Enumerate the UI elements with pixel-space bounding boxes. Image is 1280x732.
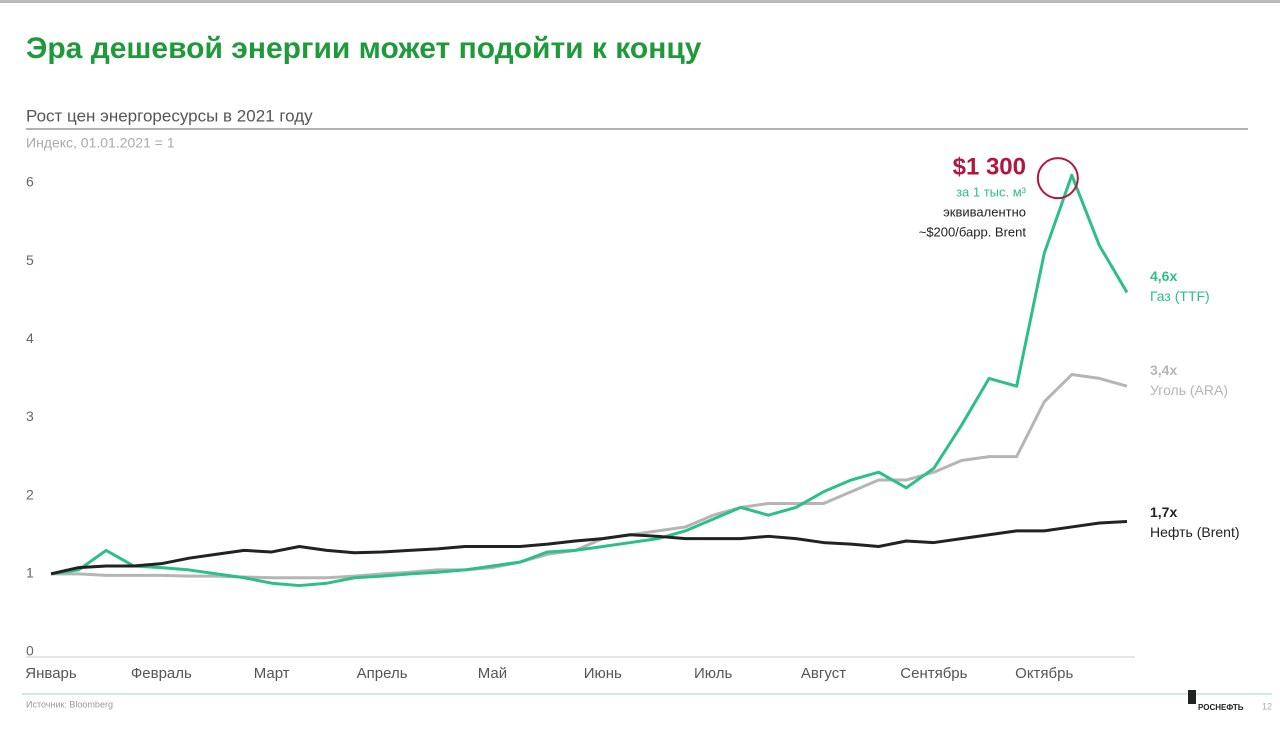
page-number: 12: [1262, 701, 1272, 711]
peak-circle: [1036, 157, 1079, 200]
source: Источник: Bloomberg: [26, 699, 113, 709]
title: Эра дешевой энергии может подойти к конц…: [26, 32, 702, 65]
legend-entry: Уголь (ARA): [1150, 382, 1228, 398]
x-tick-label: Апрель: [357, 665, 408, 682]
x-tick-label: Июль: [694, 665, 732, 682]
annotation-value: $1 300: [953, 153, 1026, 180]
series-line: [50, 173, 1129, 588]
y-tick-label: 0: [26, 643, 34, 659]
x-tick-label: Август: [801, 665, 846, 682]
x-tick-label: Июнь: [584, 665, 622, 682]
y-label: Индекс, 01.01.2021 = 1: [26, 135, 175, 151]
legend-entry: Газ (TTF): [1150, 288, 1210, 304]
y-tick-label: 5: [26, 252, 34, 268]
x-tick-label: Май: [478, 665, 507, 682]
x-tick-label: Январь: [25, 665, 77, 682]
y-tick-label: 3: [26, 408, 34, 424]
y-tick-label: 4: [26, 330, 34, 346]
annotation-text: эквивалентно: [943, 204, 1026, 219]
x-tick-label: Февраль: [131, 665, 192, 682]
y-tick-label: 1: [26, 565, 34, 581]
top-border: [0, 0, 1280, 3]
logo: РОСНЕФТЬ: [1198, 703, 1244, 712]
end-label: 4,6x: [1150, 268, 1177, 284]
annotation-unit: за 1 тыс. м³: [956, 184, 1027, 199]
x-tick-label: Март: [254, 665, 290, 682]
y-tick-label: 2: [26, 486, 34, 502]
end-label: 3,4x: [1150, 362, 1177, 378]
annotation-text: ~$200/барр. Brent: [919, 224, 1027, 239]
legend-entry: Нефть (Brent): [1150, 524, 1240, 540]
x-tick-label: Сентябрь: [900, 665, 967, 682]
y-tick-label: 6: [26, 174, 34, 190]
end-label: 1,7x: [1150, 504, 1177, 520]
series-line: [50, 519, 1128, 576]
subtitle: Рост цен энергоресурсы в 2021 году: [26, 106, 313, 125]
x-tick-label: Октябрь: [1015, 665, 1073, 682]
logo-icon: [1188, 690, 1196, 704]
plot: 0 1 2 3 4 5 6 Январь Февраль Март Апрель Май Июнь Июл…: [25, 153, 1239, 682]
